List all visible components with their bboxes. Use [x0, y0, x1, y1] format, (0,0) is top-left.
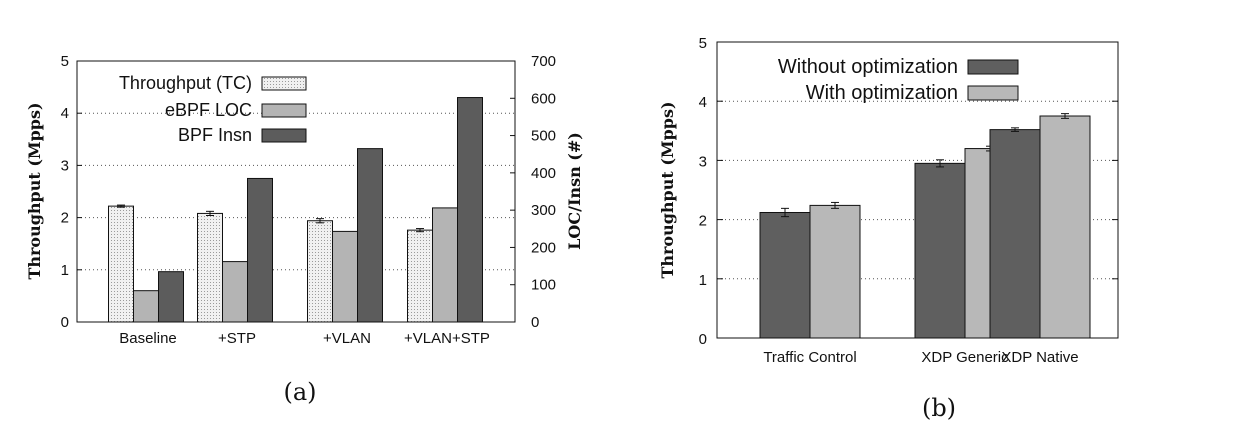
chart-a-caption: (a) [283, 378, 316, 406]
chart-a-legend-swatch [261, 76, 307, 91]
bar-throughput-tc-vlan-stp [407, 229, 433, 323]
error-bar-throughput-tc-vlan [316, 218, 324, 224]
chart-a-category-label: Baseline [119, 330, 177, 347]
chart-a-legend-swatch [261, 103, 307, 118]
bar-with-optimization-traffic-control [809, 204, 861, 339]
error-bar-with-optimization-traffic-control [831, 201, 839, 209]
chart-b-left-ticks: 0 1 2 3 4 5 [699, 35, 1118, 348]
chart-a-category-label: +VLAN [323, 330, 371, 347]
chart-a-left-tick-label: 5 [61, 53, 69, 70]
chart-a-left-tick-label: 2 [61, 210, 69, 227]
bar-without-optimization-traffic-control [759, 211, 811, 339]
chart-b-left-tick-label: 1 [699, 272, 707, 289]
chart-a-category-label: +STP [218, 330, 256, 347]
error-bar-without-optimization-xdp-native [1011, 127, 1019, 132]
bar-bpf-insn-stp [247, 177, 273, 323]
chart-a-legend: Throughput (TC) eBPF LOC BPF Insn [119, 73, 307, 145]
bar-bpf-insn-baseline [158, 271, 184, 323]
chart-a-right-tick-label: 0 [531, 314, 539, 331]
bar-throughput-tc-stp [197, 212, 223, 323]
chart-b-caption: (b) [922, 394, 956, 422]
chart-b-bars [759, 113, 1091, 339]
error-bar-throughput-tc-stp [206, 210, 214, 217]
chart-a-left-tick-label: 1 [61, 262, 69, 279]
chart-b-category-label: XDP Native [1001, 349, 1078, 366]
chart-b-category-label: Traffic Control [763, 349, 856, 366]
chart-b-legend-swatch [967, 59, 1019, 75]
error-bar-without-optimization-traffic-control [781, 207, 789, 218]
error-bar-with-optimization-xdp-native [1061, 113, 1069, 119]
chart-a-gridlines [77, 112, 515, 271]
bar-ebpf-loc-vlan [332, 230, 358, 323]
chart-b-legend-swatch [967, 85, 1019, 101]
chart-a-right-tick-label: 100 [531, 277, 556, 294]
chart-a-category-label: +VLAN+STP [404, 330, 490, 347]
chart-b-y-axis-label: Throughput (Mpps) [658, 101, 677, 278]
chart-a-plot-frame [76, 60, 516, 323]
chart-a-left-tick-label: 4 [61, 105, 69, 122]
chart-a-right-ticks: 0 100 200 300 400 500 600 700 [510, 53, 556, 331]
chart-a: 0 1 2 3 4 5 0 100 200 300 400 500 600 700 Baseline +S… [25, 53, 584, 406]
bar-bpf-insn-vlan-stp [457, 97, 483, 323]
chart-a-left-tick-label: 0 [61, 314, 69, 331]
bar-ebpf-loc-baseline [133, 290, 159, 323]
bar-ebpf-loc-stp [222, 261, 248, 323]
chart-b-legend: Without optimization With optimization [778, 56, 1019, 104]
chart-a-right-tick-label: 400 [531, 165, 556, 182]
chart-b-plot-frame [716, 41, 1119, 339]
bar-with-optimization-xdp-native [1039, 115, 1091, 339]
bar-ebpf-loc-vlan-stp [432, 207, 458, 323]
error-bar-throughput-tc-vlan-stp [416, 228, 424, 233]
chart-b-category-label: XDP Generic [921, 349, 1009, 366]
chart-b-left-tick-label: 5 [699, 35, 707, 52]
chart-b-legend-label: With optimization [806, 82, 958, 104]
chart-a-y-axis-label: Throughput (Mpps) [25, 102, 44, 279]
chart-b-left-tick-label: 2 [699, 213, 707, 230]
chart-a-legend-label: eBPF LOC [165, 100, 252, 120]
chart-a-left-ticks: 0 1 2 3 4 5 [61, 53, 82, 331]
chart-a-y2-axis-label: LOC/Insn (#) [565, 132, 584, 250]
chart-a-left-tick-label: 3 [61, 157, 69, 174]
bar-throughput-tc-baseline [108, 205, 134, 323]
bar-bpf-insn-vlan [357, 148, 383, 323]
chart-b-legend-label: Without optimization [778, 56, 958, 78]
bar-without-optimization-xdp-generic [914, 162, 966, 339]
error-bar-without-optimization-xdp-generic [936, 159, 944, 168]
chart-b-left-tick-label: 4 [699, 94, 707, 111]
bar-without-optimization-xdp-native [989, 129, 1041, 339]
chart-b-left-tick-label: 0 [699, 331, 707, 348]
chart-a-legend-swatch [261, 128, 307, 143]
error-bar-throughput-tc-baseline [117, 204, 125, 208]
chart-a-bars [108, 97, 483, 323]
chart-a-legend-label: BPF Insn [178, 125, 252, 145]
chart-a-right-tick-label: 200 [531, 239, 556, 256]
chart-a-right-tick-label: 300 [531, 202, 556, 219]
chart-a-right-tick-label: 700 [531, 53, 556, 70]
chart-a-right-tick-label: 500 [531, 128, 556, 145]
chart-b-left-tick-label: 3 [699, 153, 707, 170]
bar-throughput-tc-vlan [307, 220, 333, 323]
chart-a-legend-label: Throughput (TC) [119, 73, 252, 93]
chart-a-categories: Baseline +STP +VLAN +VLAN+STP [119, 330, 490, 347]
chart-a-right-tick-label: 600 [531, 90, 556, 107]
